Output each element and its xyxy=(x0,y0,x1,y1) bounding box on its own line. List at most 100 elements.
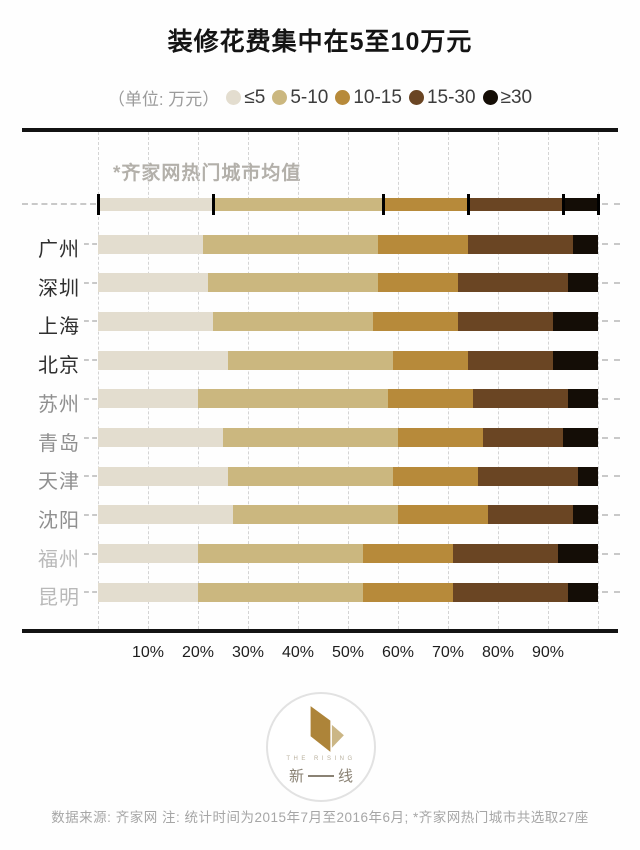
city-label-苏州: 苏州 xyxy=(38,393,80,416)
x-axis-tick-label: 70% xyxy=(431,644,465,661)
bar-segment-10-15 xyxy=(363,582,453,602)
bar-segment-≤5 xyxy=(98,197,213,211)
row-left-leader xyxy=(84,397,97,400)
x-axis-tick-label: 10% xyxy=(131,644,165,661)
legend-unit-label: （单位: 万元） xyxy=(107,90,220,109)
row-right-leader xyxy=(602,243,620,245)
city-bar-青岛 xyxy=(98,428,598,447)
bar-segment-≤5 xyxy=(98,582,198,602)
bar-segment-5-10 xyxy=(198,389,388,409)
bar-segment-≥30 xyxy=(553,350,598,370)
bar-segment-≥30 xyxy=(568,582,598,602)
city-label-深圳: 深圳 xyxy=(38,277,80,300)
bar-segment-10-15 xyxy=(398,505,488,525)
page-title: 装修花费集中在5至10万元 xyxy=(167,28,473,56)
bar-segment-≥30 xyxy=(558,544,598,564)
bar-segment-5-10 xyxy=(228,350,393,370)
legend-item-label: 5-10 xyxy=(290,86,329,108)
gridline xyxy=(298,132,299,629)
bar-segment-15-30 xyxy=(478,466,578,486)
bar-segment-15-30 xyxy=(453,544,558,564)
row-left-leader xyxy=(84,359,97,362)
bottom-axis-line xyxy=(22,629,618,633)
average-boundary-tick xyxy=(561,193,565,215)
bar-segment-5-10 xyxy=(198,582,363,602)
bar-segment-10-15 xyxy=(378,273,458,293)
bar-segment-≥30 xyxy=(573,234,598,254)
row-left-leader xyxy=(84,436,97,439)
x-axis-tick-label: 50% xyxy=(331,644,365,661)
legend-item-label: 15-30 xyxy=(426,86,476,108)
city-label-福州: 福州 xyxy=(38,548,80,571)
bar-segment-15-30 xyxy=(468,234,573,254)
legend-dot-icon xyxy=(335,90,351,105)
bar-segment-≤5 xyxy=(98,311,213,331)
gridline xyxy=(98,132,99,629)
bar-segment-≥30 xyxy=(568,389,598,409)
row-left-leader xyxy=(84,591,97,594)
row-right-leader xyxy=(602,513,620,516)
bar-segment-≥30 xyxy=(553,311,598,331)
bar-segment-15-30 xyxy=(473,389,568,409)
legend-item: 5-10 xyxy=(272,87,328,109)
x-axis-tick-label: 60% xyxy=(381,644,415,661)
logo-cn-text: 新 线 xyxy=(289,765,353,786)
bar-segment-10-15 xyxy=(373,311,458,331)
legend-dot-icon xyxy=(226,90,242,105)
the-rising-logo: THE RISING 新 线 xyxy=(266,692,376,802)
row-right-leader xyxy=(602,320,620,323)
logo-en-text: THE RISING xyxy=(286,756,356,762)
city-bar-天津 xyxy=(98,466,598,486)
average-boundary-tick xyxy=(381,193,385,215)
city-bar-苏州 xyxy=(98,389,598,409)
bar-segment-10-15 xyxy=(398,428,483,447)
logo-cn-stroke xyxy=(308,774,334,777)
bar-segment-≤5 xyxy=(98,273,208,293)
bar-segment-10-15 xyxy=(378,234,468,254)
bar-segment-≥30 xyxy=(563,428,598,447)
gridline xyxy=(598,132,599,629)
bar-segment-≥30 xyxy=(578,466,598,486)
x-axis-tick-label: 40% xyxy=(281,644,315,661)
bar-segment-15-30 xyxy=(468,350,553,370)
gridline xyxy=(348,132,349,629)
bar-segment-15-30 xyxy=(468,197,563,211)
top-frame-line xyxy=(22,128,618,132)
bar-segment-15-30 xyxy=(453,582,568,602)
city-bar-北京 xyxy=(98,350,598,370)
legend-item-label: ≥30 xyxy=(500,86,533,108)
city-label-上海: 上海 xyxy=(38,316,80,339)
logo-mark-icon xyxy=(310,706,344,752)
city-bar-福州 xyxy=(98,544,598,564)
bar-segment-15-30 xyxy=(488,505,573,525)
bar-segment-≤5 xyxy=(98,544,198,564)
logo-cn-left: 新 xyxy=(288,768,304,785)
bar-segment-≤5 xyxy=(98,389,198,409)
bar-segment-10-15 xyxy=(393,466,478,486)
row-right-leader xyxy=(602,359,620,362)
gridline xyxy=(548,132,549,629)
legend-dot-icon xyxy=(408,90,424,105)
bar-segment-10-15 xyxy=(363,544,453,564)
bar-segment-5-10 xyxy=(233,505,398,525)
legend-item: 10-15 xyxy=(335,87,402,109)
legend-item-label: ≤5 xyxy=(244,86,266,108)
legend-dot-icon xyxy=(272,90,288,105)
city-bar-沈阳 xyxy=(98,505,598,525)
city-label-北京: 北京 xyxy=(38,355,80,378)
bar-segment-≤5 xyxy=(98,466,228,486)
bar-segment-≤5 xyxy=(98,505,233,525)
row-right-leader xyxy=(602,397,620,400)
city-label-广州: 广州 xyxy=(38,239,80,261)
legend: （单位: 万元） ≤5 5-10 10-15 15-30 ≥30 xyxy=(0,85,640,110)
x-axis-tick-label: 20% xyxy=(181,644,215,661)
bar-segment-15-30 xyxy=(483,428,563,447)
row-left-leader xyxy=(84,552,97,555)
average-boundary-tick xyxy=(466,193,470,215)
legend-item: ≤5 xyxy=(226,87,265,109)
row-right-leader xyxy=(602,552,620,555)
bar-segment-10-15 xyxy=(383,197,468,211)
city-label-青岛: 青岛 xyxy=(38,432,80,455)
bar-segment-5-10 xyxy=(228,466,393,486)
